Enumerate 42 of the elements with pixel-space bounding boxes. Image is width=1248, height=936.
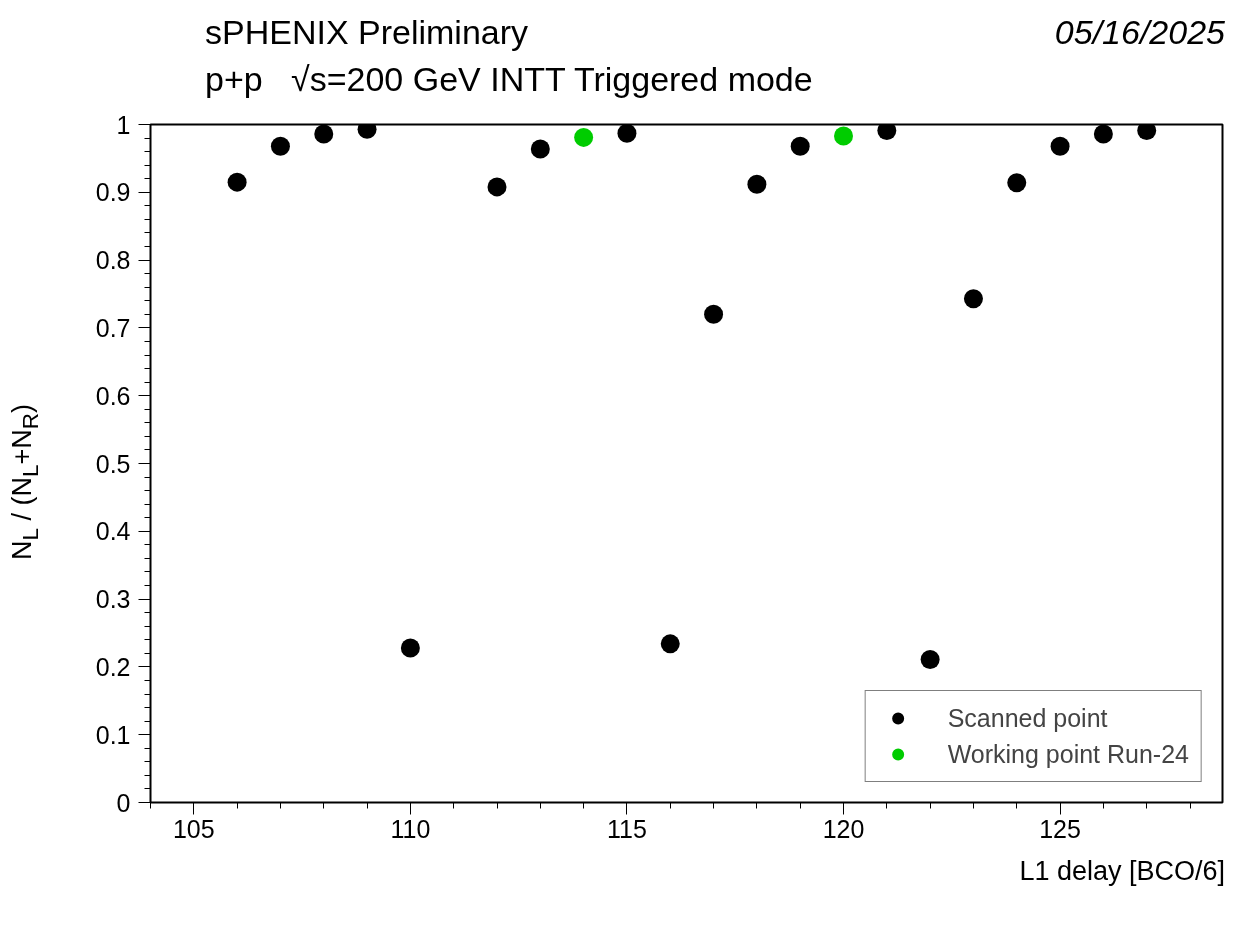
- x-tick-label: 120: [822, 814, 865, 843]
- y-tick-label: 0.5: [95, 449, 131, 478]
- y-tick-label: 0: [116, 788, 131, 817]
- y-tick-label: 0.6: [95, 381, 131, 410]
- y-tick-label: 0.7: [95, 313, 131, 342]
- point: [834, 126, 854, 146]
- point: [1137, 124, 1157, 141]
- point: [314, 124, 334, 144]
- y-tick-label: 0.8: [95, 246, 131, 275]
- text: 05/16/2025: [1054, 12, 1225, 53]
- point: [530, 139, 550, 159]
- point: [877, 124, 897, 141]
- point: [790, 136, 810, 156]
- point: [617, 124, 637, 143]
- point: [660, 634, 680, 654]
- y-tick-label: 0.9: [95, 178, 131, 207]
- y-tick-label: 0.2: [95, 652, 131, 681]
- point: [963, 289, 983, 309]
- legend-label: Working point Run-24: [947, 739, 1189, 769]
- point: [920, 649, 940, 669]
- legend-label: Scanned point: [947, 703, 1108, 733]
- x-tick-label: 125: [1039, 814, 1081, 843]
- point: [704, 304, 724, 324]
- y-tick-label: 0.4: [95, 517, 131, 546]
- point: [574, 127, 594, 147]
- point: [747, 174, 767, 194]
- chart-subtitle: p+p √s=200 GeV INTT Triggered mode: [205, 59, 813, 100]
- point: [487, 177, 507, 197]
- point: [400, 638, 420, 658]
- x-tick-label: 115: [607, 814, 647, 843]
- point: [1093, 124, 1113, 144]
- chart-title: sPHENIX Preliminary: [205, 12, 529, 53]
- y-tick-label: 0.1: [95, 720, 131, 749]
- point: [1007, 173, 1027, 193]
- y-tick-label: 0.3: [95, 585, 131, 614]
- point: [227, 172, 247, 192]
- x-tick-label: 110: [390, 814, 431, 843]
- x-tick-label: 105: [172, 814, 215, 843]
- point: [270, 136, 290, 156]
- y-tick-label: 1: [116, 110, 131, 139]
- x-axis-title: L1 delay [BCO/6]: [1018, 855, 1225, 888]
- point: [1050, 136, 1070, 156]
